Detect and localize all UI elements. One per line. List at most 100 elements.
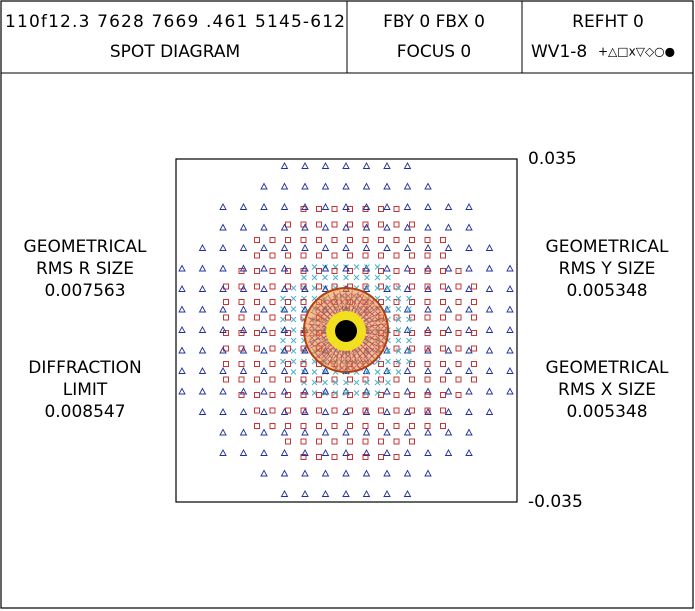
spot-cross	[385, 306, 391, 312]
spot-triangle	[465, 223, 473, 231]
spot-triangle	[280, 285, 289, 292]
spot-triangle	[383, 162, 391, 169]
spot-cross	[385, 348, 391, 354]
spot-cross	[290, 285, 297, 291]
spot-triangle	[506, 367, 514, 374]
spot-triangle	[239, 326, 248, 333]
spot-square	[393, 392, 400, 398]
spot-square	[254, 376, 260, 383]
spot-cross	[290, 295, 297, 302]
spot-square	[300, 299, 307, 305]
spot-square	[440, 345, 446, 352]
spot-triangle	[383, 490, 391, 497]
stat-label: DIFFRACTION	[28, 358, 141, 378]
spot-triangle	[444, 367, 453, 374]
spot-cross	[322, 274, 328, 281]
spot-triangle	[260, 469, 268, 477]
spot-triangle	[198, 285, 207, 292]
spot-triangle	[239, 305, 248, 313]
spot-cross	[311, 274, 318, 281]
spot-cross	[406, 358, 412, 365]
spot-square	[269, 237, 276, 243]
spot-triangle	[485, 285, 494, 292]
spot-cross	[290, 369, 297, 375]
spot-square	[316, 221, 322, 228]
spot-triangle	[178, 264, 186, 272]
spot-square	[238, 314, 245, 321]
stat-value: 0.005348	[566, 281, 647, 301]
spot-triangle	[342, 469, 350, 477]
spot-triangle	[403, 182, 412, 190]
spot-square	[455, 314, 462, 321]
spot-cross	[280, 295, 286, 302]
spot-triangle	[403, 469, 412, 477]
spot-triangle	[301, 449, 309, 456]
spot-square	[471, 299, 477, 305]
spot-triangle	[465, 346, 473, 354]
spot-triangle	[321, 387, 330, 395]
spot-triangle	[362, 223, 371, 231]
spot-triangle	[362, 449, 371, 456]
spot-square	[254, 283, 260, 290]
spot-triangle	[465, 326, 473, 333]
spot-triangle	[321, 203, 330, 210]
spot-square	[269, 392, 276, 398]
spot-triangle	[260, 203, 268, 210]
spot-triangle	[321, 162, 330, 169]
spot-square	[424, 299, 431, 305]
spot-triangle	[178, 387, 186, 395]
spot-cross	[406, 348, 412, 354]
spot-triangle	[198, 367, 207, 374]
spot-cross	[395, 348, 402, 354]
spot-triangle	[465, 428, 473, 436]
spot-triangle	[260, 346, 268, 354]
stat-label: GEOMETRICAL	[24, 237, 147, 257]
spot-triangle	[239, 428, 248, 436]
spot-triangle	[424, 428, 432, 436]
spot-triangle	[219, 203, 227, 210]
spot-square	[316, 454, 322, 460]
spot-triangle	[424, 346, 432, 354]
spot-square	[269, 423, 276, 429]
spot-square	[254, 407, 260, 414]
spot-triangle	[465, 367, 473, 374]
spot-square	[331, 407, 338, 414]
spot-square	[254, 314, 260, 321]
spot-square	[316, 392, 322, 398]
spot-triangle	[383, 449, 391, 456]
spot-triangle	[301, 367, 309, 374]
spot-square	[254, 345, 260, 352]
spot-triangle	[485, 346, 494, 354]
spot-triangle	[403, 428, 412, 436]
spot-square	[393, 299, 400, 305]
stat-value: 0.005348	[566, 402, 647, 422]
spot-square	[285, 237, 291, 243]
spot-triangle	[280, 449, 289, 456]
spot-square	[471, 283, 477, 290]
spot-cross	[395, 337, 402, 344]
spot-square	[409, 237, 415, 243]
spot-square	[393, 454, 400, 460]
spot-square	[440, 376, 446, 383]
spot-square	[378, 454, 384, 460]
spot-triangle	[239, 346, 248, 354]
spot-triangle	[444, 285, 453, 292]
spot-square	[424, 268, 431, 274]
spot-square	[238, 299, 245, 305]
spot-square	[393, 237, 400, 243]
spot-triangle	[383, 408, 391, 415]
spot-triangle	[280, 469, 289, 477]
spot-triangle	[280, 490, 289, 497]
spot-square	[316, 438, 322, 445]
spot-triangle	[444, 203, 453, 210]
spot-square	[378, 392, 384, 398]
spot-square	[378, 438, 384, 445]
spot-triangle	[424, 408, 432, 415]
spot-square	[424, 376, 431, 383]
spot-triangle	[383, 182, 391, 190]
spot-square	[455, 283, 462, 290]
spot-triangle	[260, 408, 268, 415]
spot-triangle	[485, 264, 494, 272]
spot-cross	[332, 379, 339, 386]
